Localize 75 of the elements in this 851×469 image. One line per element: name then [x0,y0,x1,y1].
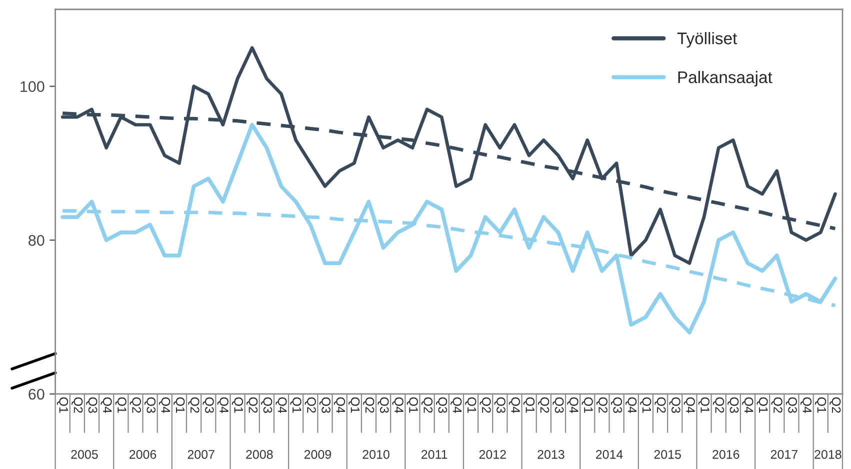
x-tick-label: Q3 [669,397,680,413]
x-tick-label: Q2 [188,397,200,413]
y-tick-label: 60 [28,388,44,400]
x-tick-label: Q4 [450,397,462,414]
x-tick-label: Q3 [144,397,156,413]
line-series [60,122,838,334]
x-tick-label: Q2 [72,397,83,413]
x-tick-label: Q2 [421,397,433,413]
text: 2018 [814,450,842,459]
x-tick-label: Q3 [319,397,330,413]
x-tick-label: Q1 [348,397,360,413]
x-tick-label: Q3 [86,397,98,413]
x-tick-label: Q1 [815,397,826,413]
x-tick-label: Q4 [800,397,812,414]
y-tick-label: 100 [20,81,44,92]
x-tick-label: Q2 [596,397,608,413]
text: 2011 [422,450,448,459]
x-tick-label: Q1 [115,397,126,413]
x-tick-label: Q3 [202,397,214,413]
x-tick-label: Q1 [640,397,652,413]
text: 2006 [130,450,156,459]
x-tick-label: Q4 [684,397,695,414]
text: 2010 [362,450,390,459]
text: 2015 [654,450,681,459]
legend-label: Työlliset [677,32,738,48]
y-tick-label: 80 [28,234,44,246]
x-tick-label: Q1 [756,397,768,413]
x-tick-label: Q1 [582,397,593,413]
text: 2007 [188,450,214,459]
x-tick-label: Q1 [406,397,418,413]
x-tick-label: Q2 [712,397,724,413]
x-tick-label: Q4 [742,397,754,414]
x-tick-label: Q1 [290,397,302,413]
x-tick-label: Q1 [698,397,710,413]
x-tick-label: Q3 [786,397,797,413]
text: 2008 [246,450,273,459]
x-tick-label: Q4 [100,397,112,414]
x-tick-label: Q4 [508,397,520,414]
x-tick-label: Q3 [436,397,448,413]
x-tick-label: Q2 [654,397,666,413]
x-tick-label: Q2 [246,397,258,413]
x-tick-label: Q4 [159,397,170,414]
x-tick-label: Q4 [276,397,287,414]
x-tick-label: Q4 [392,397,404,414]
text: 2012 [479,450,506,459]
text: 2014 [596,450,623,459]
x-tick-label: Q3 [610,397,622,413]
x-tick-label: Q2 [363,397,374,413]
x-tick-label: Q3 [552,397,564,413]
x-tick-label: Q3 [261,397,272,413]
text: 2016 [712,450,740,459]
x-tick-label: Q2 [480,397,491,413]
text: 2005 [71,450,98,459]
x-tick-label: Q3 [728,397,739,413]
x-tick-label: Q2 [771,397,782,413]
x-tick-label: Q4 [334,397,346,414]
text: 2009 [304,450,332,459]
text: 2017 [770,450,798,459]
x-tick-label: Q1 [174,397,185,413]
x-tick-label: Q3 [494,397,506,413]
x-tick-label: Q1 [57,397,68,413]
x-tick-label: Q1 [523,397,535,413]
line-series [60,46,837,265]
x-tick-label: Q2 [538,397,550,413]
x-tick-label: Q1 [232,397,244,413]
x-tick-label: Q3 [378,397,389,413]
text: 2013 [538,450,564,459]
x-tick-label: Q4 [217,397,228,414]
legend-label: Palkansaajat [678,70,772,86]
x-tick-label: Q2 [130,397,141,413]
x-tick-label: Q2 [830,397,841,413]
x-tick-label: Q1 [465,397,476,413]
x-tick-label: Q4 [626,397,637,414]
x-tick-label: Q2 [304,397,316,413]
x-tick-label: Q4 [567,397,578,414]
